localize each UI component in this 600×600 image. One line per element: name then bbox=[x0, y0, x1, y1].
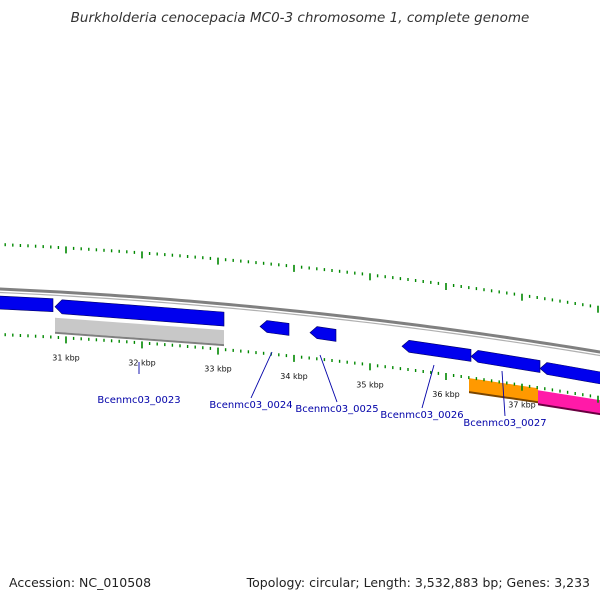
gene-label: Bcenmc03_0023 bbox=[97, 395, 180, 406]
pseudogene-edge bbox=[55, 331, 224, 347]
gene-magenta bbox=[538, 390, 600, 415]
gene-leader-line bbox=[501, 370, 506, 417]
gene-Bcenmc03_0023 bbox=[54, 299, 225, 327]
kbp-label: 35 kbp bbox=[356, 380, 384, 389]
page-title: Burkholderia cenocepacia MC0-3 chromosom… bbox=[70, 10, 530, 26]
gene-label-track: Bcenmc03_0023 Bcenmc03_0024 Bcenmc03_0025B… bbox=[97, 351, 547, 429]
kbp-label: 32 kbp bbox=[128, 358, 156, 367]
gene-label: Bcenmc03_0024 bbox=[209, 400, 292, 411]
genome-summary-text: Topology: circular; Length: 3,532,883 bp… bbox=[246, 575, 590, 590]
gene-Bcenmc03_0026 bbox=[401, 339, 472, 362]
gene-label: Bcenmc03_0027 bbox=[463, 418, 546, 429]
gene-label: Bcenmc03_0025 bbox=[295, 404, 378, 415]
gene-magenta-edge bbox=[538, 403, 600, 416]
kbp-label: 36 kbp bbox=[432, 390, 460, 399]
kbp-label: 33 kbp bbox=[204, 365, 232, 374]
chromosome-backbone bbox=[0, 287, 600, 357]
pseudogene-region bbox=[55, 317, 224, 345]
kbp-label: 37 kbp bbox=[508, 401, 536, 410]
gene-leader-line bbox=[319, 354, 338, 403]
gene-block bbox=[0, 295, 54, 313]
gene-Bcenmc03_0024 bbox=[259, 320, 290, 336]
gene-Bcenmc03_0027 bbox=[470, 350, 541, 373]
gene-label: Bcenmc03_0026 bbox=[380, 410, 463, 421]
gene-leader-line bbox=[421, 364, 435, 409]
accession-text: Accession: NC_010508 bbox=[9, 575, 152, 590]
kbp-label-track: 31 kbp 32 kbp 33 kbp 34 kbp 35 kbp 36 kbp 37 k… bbox=[52, 353, 536, 409]
outer-tick-track bbox=[4, 243, 599, 313]
gene-next bbox=[539, 362, 600, 385]
gene-leader-line bbox=[250, 351, 273, 399]
kbp-label: 31 kbp bbox=[52, 353, 80, 362]
gene-Bcenmc03_0025 bbox=[309, 326, 337, 342]
backbone-line-inner bbox=[0, 291, 600, 357]
backbone-line-outer bbox=[0, 287, 600, 354]
forward-strand-genes bbox=[0, 295, 600, 385]
kbp-label: 34 kbp bbox=[280, 372, 308, 381]
inner-tick-track bbox=[4, 333, 599, 403]
